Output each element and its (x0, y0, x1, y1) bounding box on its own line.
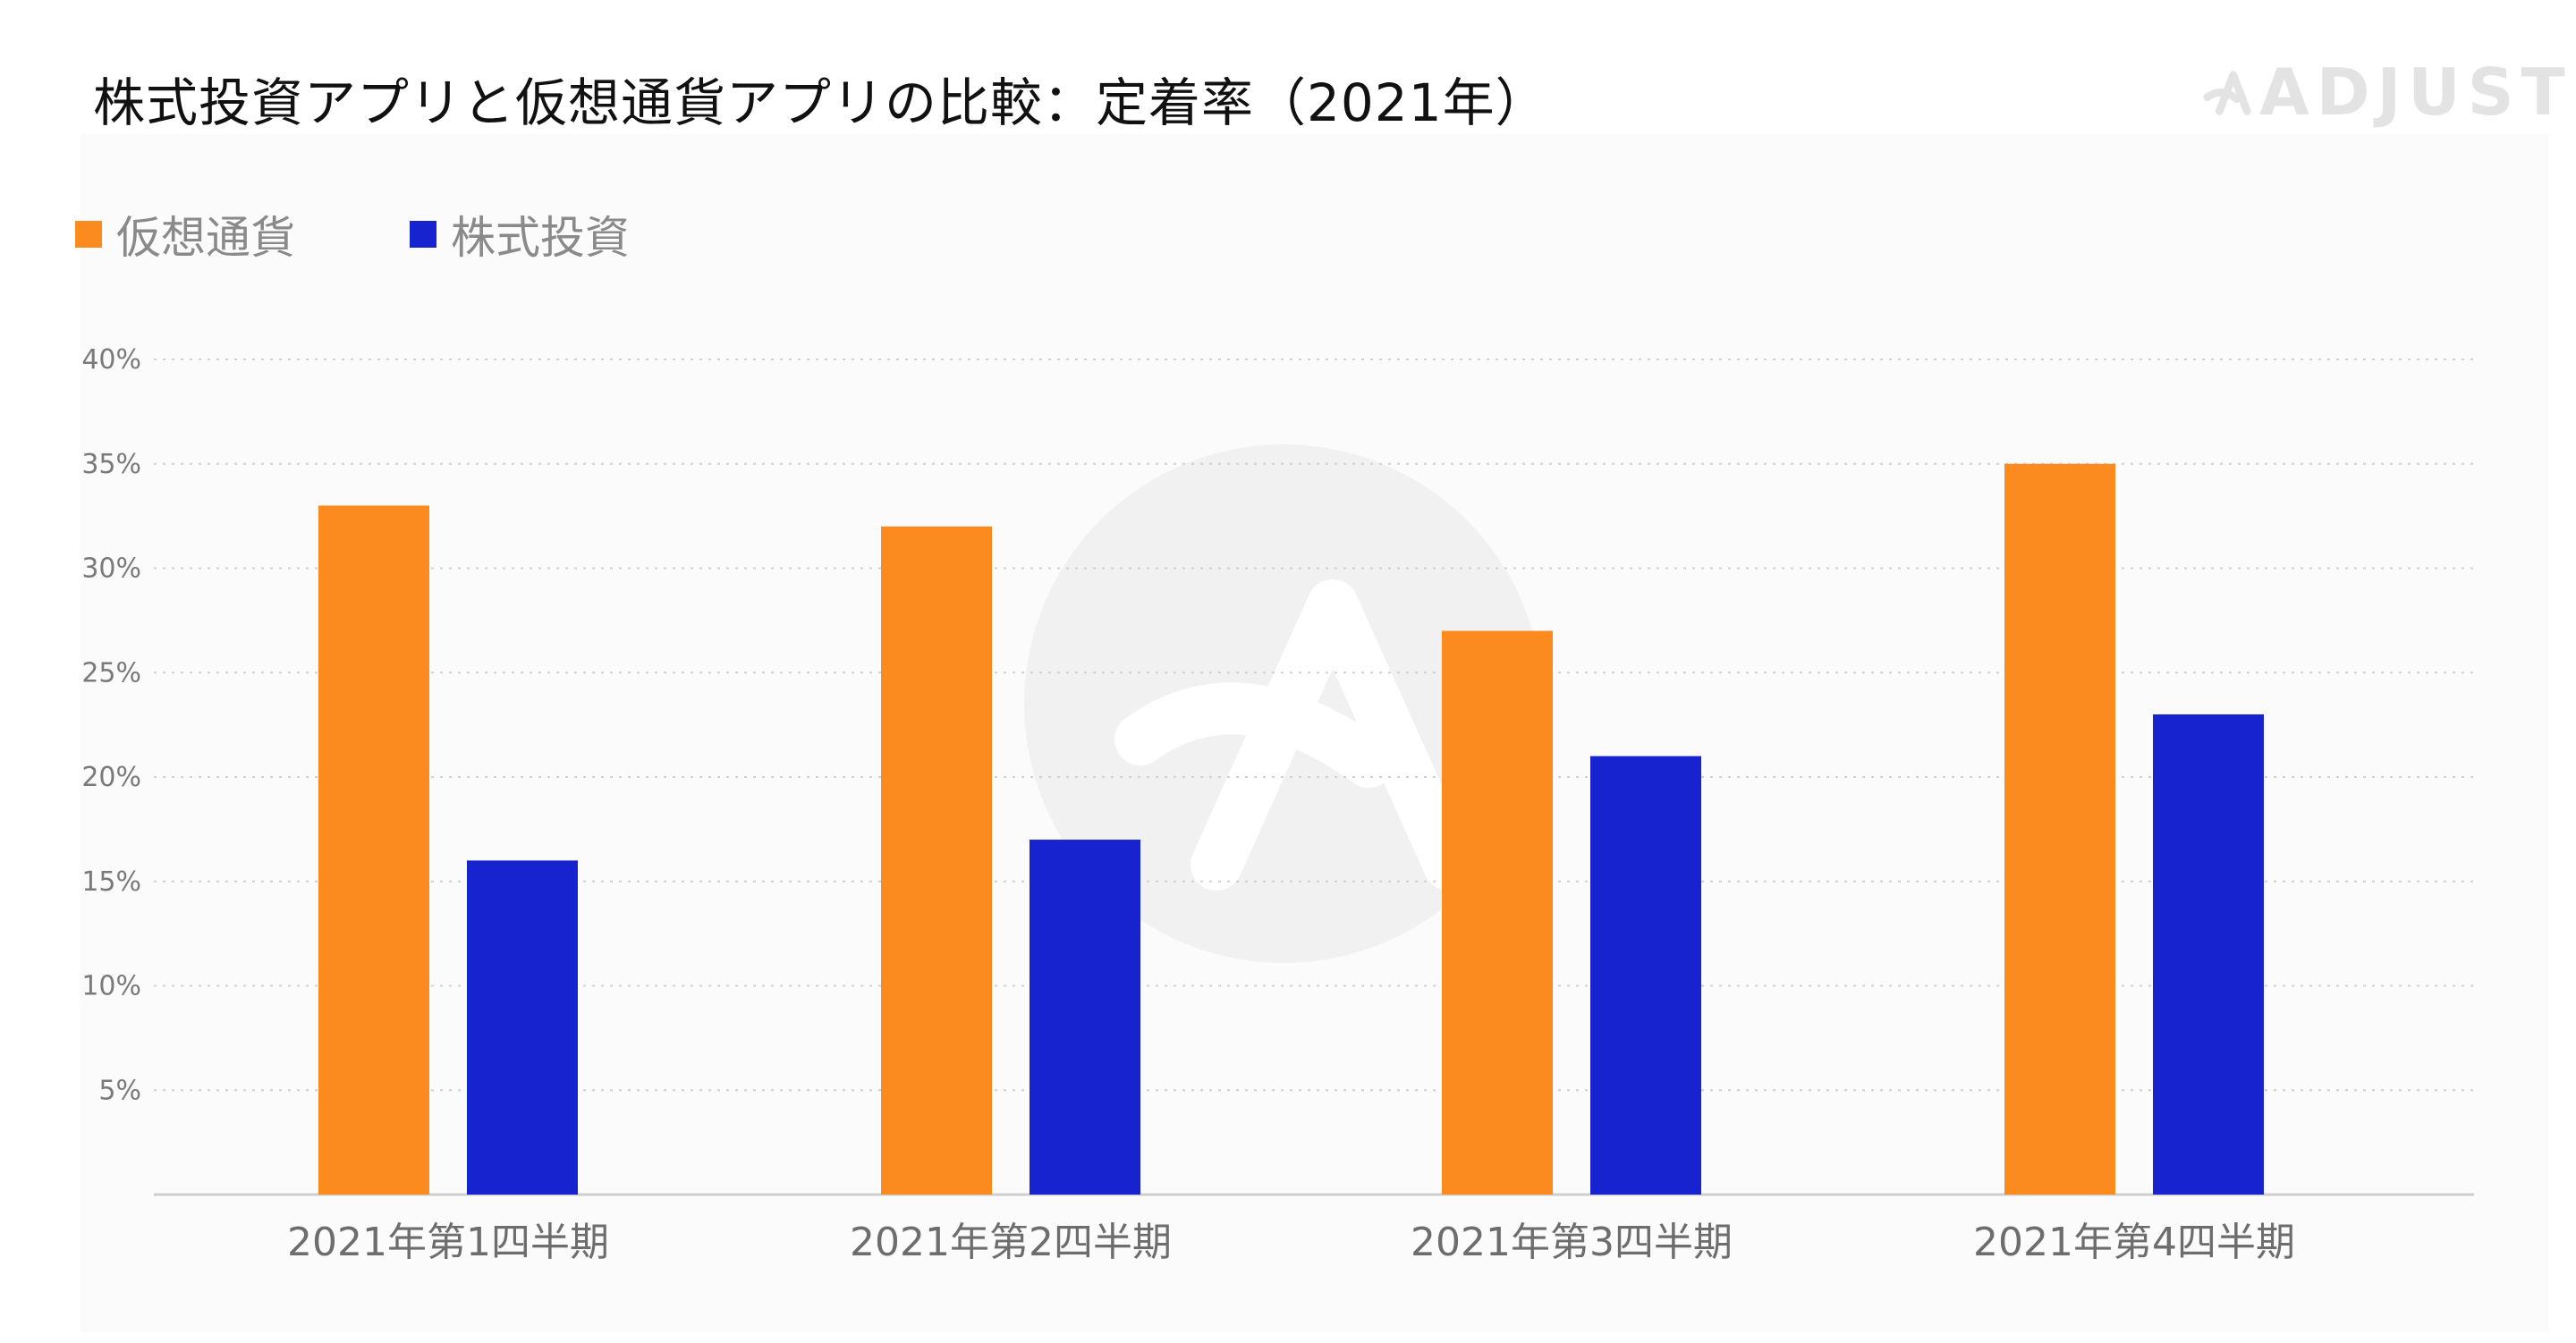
bar-crypto (1442, 630, 1553, 1195)
legend-item-crypto: 仮想通貨 (75, 202, 295, 266)
y-tick-label: 15% (81, 866, 141, 898)
legend-swatch-crypto (75, 221, 102, 248)
legend-swatch-stock (410, 221, 436, 248)
x-tick-label: 2021年第2四半期 (850, 1220, 1172, 1265)
y-tick-label: 5% (98, 1075, 141, 1106)
adjust-logo-icon (2203, 71, 2251, 115)
y-tick-label: 35% (81, 449, 141, 480)
legend-label-stock: 株式投資 (451, 212, 630, 264)
y-tick-label: 25% (81, 657, 141, 688)
legend-item-stock: 株式投資 (410, 202, 630, 266)
bar-stock (1030, 840, 1140, 1195)
x-tick-label: 2021年第3四半期 (1411, 1220, 1733, 1265)
x-tick-label: 2021年第1四半期 (287, 1220, 609, 1265)
y-tick-label: 40% (81, 344, 141, 376)
y-tick-label: 30% (81, 553, 141, 585)
brand-logo: ADJUST (2202, 55, 2572, 130)
chart-legend: 仮想通貨 株式投資 (75, 207, 744, 264)
bar-crypto (318, 505, 429, 1195)
chart-title: 株式投資アプリと仮想通貨アプリの比較：定着率（2021年） (93, 72, 1548, 133)
y-tick-label: 10% (81, 971, 141, 1002)
bar-crypto (881, 526, 992, 1195)
legend-label-crypto: 仮想通貨 (116, 212, 295, 264)
bar-stock (1590, 756, 1701, 1195)
x-tick-label: 2021年第4四半期 (1973, 1220, 2295, 1265)
bar-stock (467, 860, 578, 1195)
y-tick-label: 20% (81, 762, 141, 793)
bar-stock (2153, 714, 2264, 1195)
bar-crypto (2004, 463, 2115, 1195)
brand-name: ADJUST (2259, 55, 2572, 130)
